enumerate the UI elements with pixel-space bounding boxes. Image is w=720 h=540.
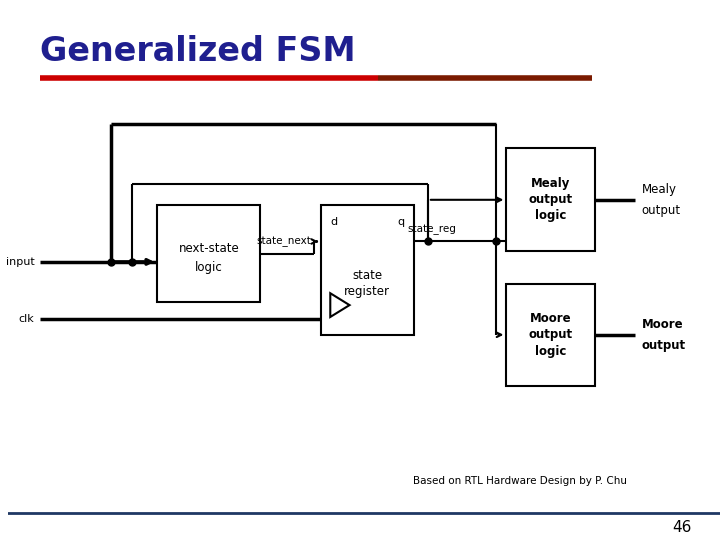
Text: d: d: [330, 217, 338, 227]
Bar: [321, 205, 414, 335]
Text: q: q: [397, 217, 405, 227]
Text: next-state: next-state: [179, 242, 239, 255]
Text: Generalized FSM: Generalized FSM: [40, 35, 355, 68]
Text: Moore: Moore: [642, 318, 683, 330]
Text: input: input: [6, 257, 35, 267]
Text: Mealy: Mealy: [642, 183, 677, 195]
Text: output: output: [528, 328, 573, 341]
Text: state_next: state_next: [256, 237, 311, 247]
Text: Moore: Moore: [530, 312, 572, 325]
Text: logic: logic: [535, 345, 567, 357]
Text: output: output: [642, 204, 680, 217]
Text: state_reg: state_reg: [407, 225, 456, 235]
Text: output: output: [642, 339, 685, 352]
Bar: [506, 148, 595, 251]
Text: Mealy: Mealy: [531, 177, 570, 190]
Text: logic: logic: [195, 261, 222, 274]
Bar: [157, 205, 261, 302]
Text: 46: 46: [672, 519, 691, 535]
Text: output: output: [528, 193, 573, 206]
Text: Based on RTL Hardware Design by P. Chu: Based on RTL Hardware Design by P. Chu: [413, 476, 627, 486]
Text: register: register: [344, 285, 390, 298]
Text: state: state: [352, 269, 382, 282]
Text: logic: logic: [535, 210, 567, 222]
Text: clk: clk: [19, 314, 35, 323]
Bar: [506, 284, 595, 386]
